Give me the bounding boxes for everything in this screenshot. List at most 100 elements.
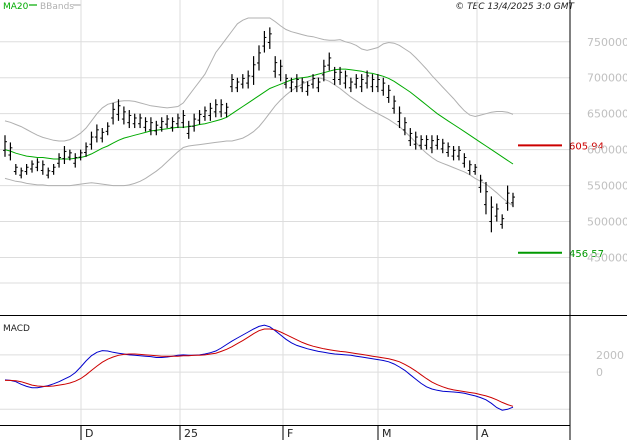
macd-y-axis: 2000 0 xyxy=(596,349,624,379)
price-y-tick-label: 450000 xyxy=(587,251,627,264)
bollinger-bands xyxy=(4,17,514,207)
price-bar xyxy=(67,149,72,161)
price-bar xyxy=(19,167,24,179)
price-bar xyxy=(94,124,99,143)
price-y-tick-label: 600000 xyxy=(587,144,627,157)
macd-title: MACD xyxy=(3,324,30,334)
price-bar xyxy=(402,117,407,136)
price-bar xyxy=(408,128,413,147)
price-bar xyxy=(62,146,67,164)
legend: MA20 BBands xyxy=(3,2,81,12)
price-y-tick-label: 550000 xyxy=(587,180,627,193)
price-bar xyxy=(294,74,299,93)
macd-grid xyxy=(0,316,570,425)
price-bar xyxy=(30,160,35,173)
price-bar xyxy=(73,153,78,168)
price-bar xyxy=(78,149,83,161)
price-bar xyxy=(138,113,143,129)
price-bar xyxy=(127,110,132,129)
price-bar xyxy=(3,135,7,157)
price-bar xyxy=(440,138,445,154)
price-bar xyxy=(300,77,305,93)
price-bar xyxy=(24,164,29,175)
price-bar xyxy=(478,174,483,193)
price-bar xyxy=(332,66,337,85)
price-y-tick-label: 700000 xyxy=(587,72,627,85)
price-y-axis: 450000 500000 550000 600000 650000 700000 7500… xyxy=(587,36,627,265)
price-bar xyxy=(132,113,137,129)
price-bar xyxy=(375,74,380,93)
price-bar xyxy=(219,99,224,118)
price-bar xyxy=(419,135,424,150)
price-bar xyxy=(386,84,391,103)
price-bar xyxy=(273,56,278,78)
x-tick-label: 25 xyxy=(184,427,198,440)
price-bar xyxy=(251,56,256,85)
price-bar xyxy=(51,164,56,175)
price-levels: 605 94 456 57 xyxy=(518,141,604,260)
price-bar xyxy=(208,102,213,121)
price-bar xyxy=(467,160,472,175)
price-bar xyxy=(262,30,267,53)
macd-line xyxy=(4,324,514,411)
price-bar xyxy=(435,135,440,150)
price-bar xyxy=(154,120,159,136)
price-bar xyxy=(429,135,434,154)
price-bar xyxy=(451,146,456,161)
price-bar xyxy=(181,110,186,129)
price-bar xyxy=(359,74,364,93)
price-bar xyxy=(489,196,494,233)
price-bar xyxy=(424,135,429,150)
x-tick-label: A xyxy=(481,427,489,440)
macd-y-tick-label: 0 xyxy=(596,366,603,379)
price-bar xyxy=(267,27,272,49)
price-bar xyxy=(338,66,343,85)
price-bar xyxy=(284,74,289,89)
price-bar xyxy=(202,106,207,121)
price-bar xyxy=(175,113,180,129)
price-bar xyxy=(197,110,202,125)
price-bar xyxy=(84,142,89,157)
ma20-line xyxy=(4,68,514,165)
legend-bbands-label: BBands xyxy=(40,2,74,12)
price-bar xyxy=(46,167,51,179)
price-bar xyxy=(246,70,251,89)
price-bar xyxy=(40,160,45,175)
price-bars xyxy=(3,27,515,233)
price-bar xyxy=(511,192,515,208)
price-bar xyxy=(116,99,121,121)
price-bar xyxy=(235,77,240,93)
price-bar xyxy=(159,117,164,132)
price-bar xyxy=(446,142,451,157)
x-tick-label: M xyxy=(382,427,392,440)
price-bar xyxy=(57,153,62,168)
price-bar xyxy=(392,95,397,114)
x-tick-label: D xyxy=(85,427,93,440)
price-bar xyxy=(105,122,110,136)
price-bar xyxy=(289,77,294,93)
price-bar xyxy=(100,128,105,143)
price-bar xyxy=(370,74,375,93)
price-bar xyxy=(165,115,170,129)
signal-line xyxy=(5,328,514,407)
price-y-tick-label: 500000 xyxy=(587,216,627,229)
price-bar xyxy=(365,70,370,89)
price-bar xyxy=(35,158,40,172)
price-bar xyxy=(143,117,148,132)
price-bar xyxy=(213,99,218,118)
price-bar xyxy=(89,131,94,150)
x-tick-label: F xyxy=(287,427,293,440)
price-bar xyxy=(348,77,353,93)
price-bar xyxy=(327,52,332,71)
macd-y-tick-label: 2000 xyxy=(596,349,624,362)
price-bar xyxy=(343,70,348,89)
price-bar xyxy=(381,77,386,96)
timestamp: © TEC 13/4/2025 3:0 GMT xyxy=(455,2,575,12)
price-bar xyxy=(186,120,191,139)
price-bar xyxy=(13,164,18,175)
x-axis: D 25 F M A xyxy=(80,425,489,440)
resistance-label: 605 94 xyxy=(569,141,604,152)
